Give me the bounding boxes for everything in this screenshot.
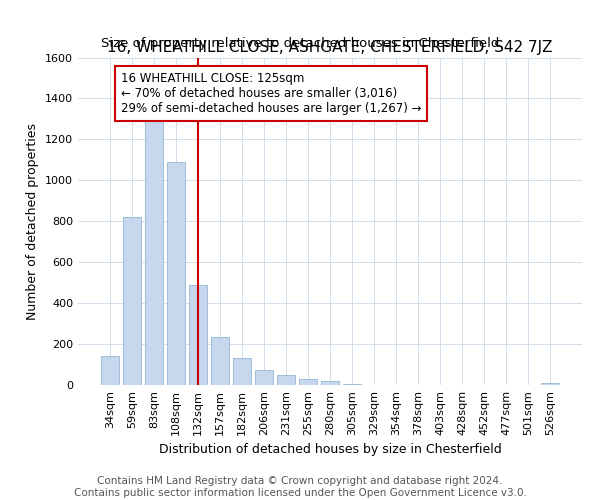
Bar [255, 370, 273, 385]
Text: Size of property relative to detached houses in Chesterfield: Size of property relative to detached ho… [101, 38, 499, 51]
Title: 16, WHEATHILL CLOSE, ASHGATE, CHESTERFIELD, S42 7JZ: 16, WHEATHILL CLOSE, ASHGATE, CHESTERFIE… [107, 40, 553, 55]
Bar [167, 162, 185, 385]
Bar [145, 119, 163, 385]
Bar [321, 381, 339, 385]
Bar [211, 337, 229, 385]
X-axis label: Distribution of detached houses by size in Chesterfield: Distribution of detached houses by size … [158, 444, 502, 456]
Text: 16 WHEATHILL CLOSE: 125sqm
← 70% of detached houses are smaller (3,016)
29% of s: 16 WHEATHILL CLOSE: 125sqm ← 70% of deta… [121, 72, 421, 115]
Y-axis label: Number of detached properties: Number of detached properties [26, 122, 40, 320]
Bar [189, 284, 206, 385]
Bar [343, 384, 361, 385]
Text: Contains HM Land Registry data © Crown copyright and database right 2024.
Contai: Contains HM Land Registry data © Crown c… [74, 476, 526, 498]
Bar [101, 356, 119, 385]
Bar [299, 380, 317, 385]
Bar [233, 358, 251, 385]
Bar [277, 375, 295, 385]
Bar [123, 217, 140, 385]
Bar [541, 383, 559, 385]
